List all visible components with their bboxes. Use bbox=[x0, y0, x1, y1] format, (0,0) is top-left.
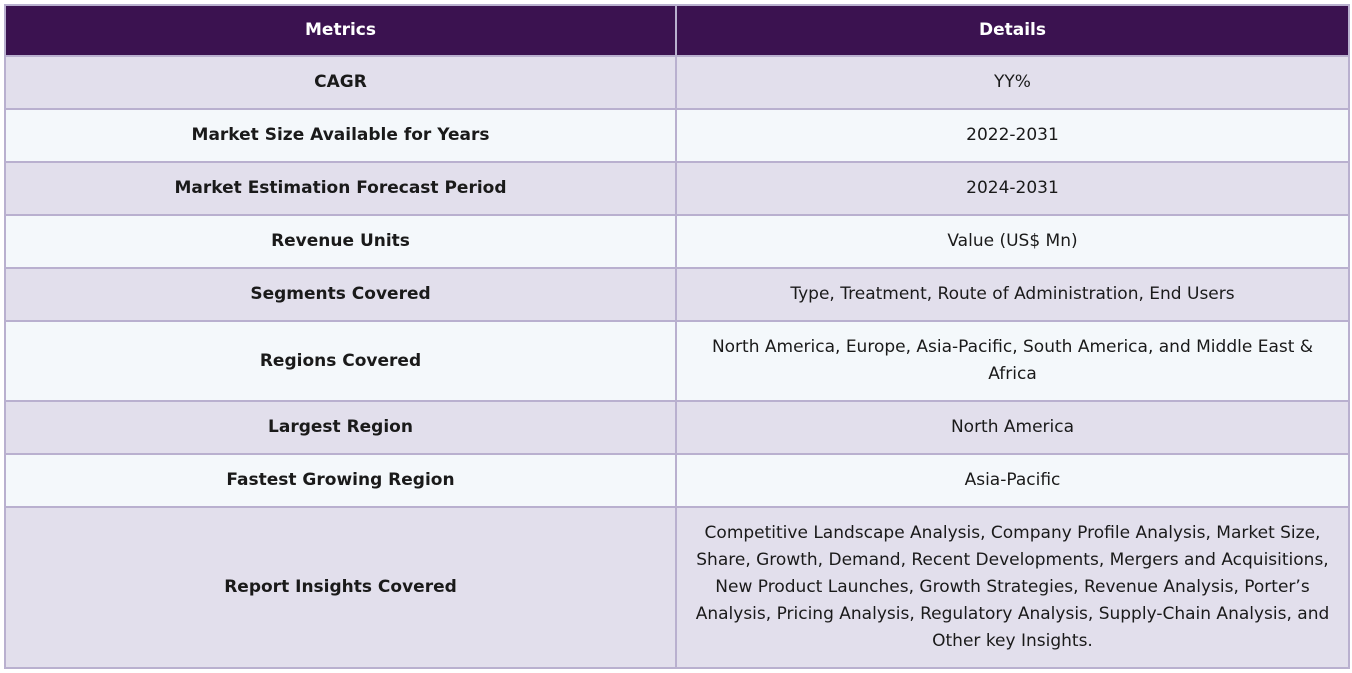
metric-cell: Market Size Available for Years bbox=[4, 108, 677, 163]
detail-cell: Competitive Landscape Analysis, Company … bbox=[675, 506, 1350, 669]
table-row-market-size-years: Market Size Available for Years 2022-203… bbox=[4, 108, 1350, 163]
detail-cell: Value (US$ Mn) bbox=[675, 214, 1350, 269]
metric-cell: Fastest Growing Region bbox=[4, 453, 677, 508]
details-column-header: Details bbox=[675, 4, 1350, 57]
report-metrics-table-container: Metrics Details CAGR YY% Market Size Ava… bbox=[4, 4, 1350, 669]
metric-cell: Revenue Units bbox=[4, 214, 677, 269]
detail-cell: North America bbox=[675, 400, 1350, 455]
metric-cell: CAGR bbox=[4, 55, 677, 110]
detail-cell: 2024-2031 bbox=[675, 161, 1350, 216]
table-row-largest-region: Largest Region North America bbox=[4, 400, 1350, 455]
table-row-cagr: CAGR YY% bbox=[4, 55, 1350, 110]
detail-cell: 2022-2031 bbox=[675, 108, 1350, 163]
table-row-regions-covered: Regions Covered North America, Europe, A… bbox=[4, 320, 1350, 402]
metric-cell: Largest Region bbox=[4, 400, 677, 455]
report-metrics-table: Metrics Details CAGR YY% Market Size Ava… bbox=[4, 4, 1350, 669]
table-body: CAGR YY% Market Size Available for Years… bbox=[4, 55, 1350, 669]
metrics-column-header: Metrics bbox=[4, 4, 677, 57]
detail-cell: YY% bbox=[675, 55, 1350, 110]
detail-cell: North America, Europe, Asia-Pacific, Sou… bbox=[675, 320, 1350, 402]
table-header: Metrics Details bbox=[4, 4, 1350, 57]
detail-cell: Type, Treatment, Route of Administration… bbox=[675, 267, 1350, 322]
table-row-report-insights: Report Insights Covered Competitive Land… bbox=[4, 506, 1350, 669]
table-row-fastest-growing-region: Fastest Growing Region Asia-Pacific bbox=[4, 453, 1350, 508]
metric-cell: Segments Covered bbox=[4, 267, 677, 322]
metric-cell: Regions Covered bbox=[4, 320, 677, 402]
header-row: Metrics Details bbox=[4, 4, 1350, 57]
table-row-segments-covered: Segments Covered Type, Treatment, Route … bbox=[4, 267, 1350, 322]
table-row-revenue-units: Revenue Units Value (US$ Mn) bbox=[4, 214, 1350, 269]
detail-cell: Asia-Pacific bbox=[675, 453, 1350, 508]
table-row-forecast-period: Market Estimation Forecast Period 2024-2… bbox=[4, 161, 1350, 216]
metric-cell: Report Insights Covered bbox=[4, 506, 677, 669]
metric-cell: Market Estimation Forecast Period bbox=[4, 161, 677, 216]
